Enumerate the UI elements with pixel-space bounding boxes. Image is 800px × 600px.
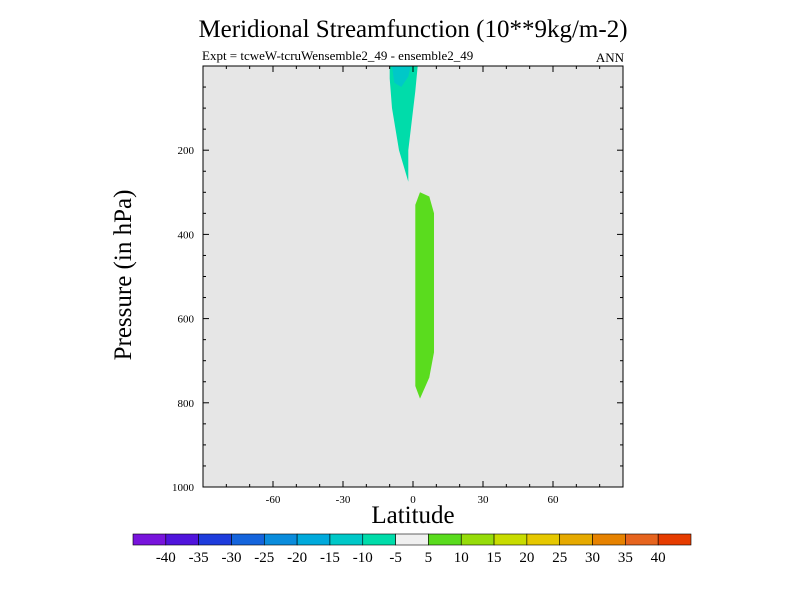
colorbar-label: -15 — [320, 550, 340, 566]
colorbar-swatch — [460, 533, 495, 546]
experiment-name: Expt = tcweW-tcruW — [202, 48, 313, 63]
plot-area — [203, 66, 623, 487]
contour-negative-cell-upper — [389, 66, 418, 182]
y-tick-label: 800 — [178, 398, 195, 410]
y-tick-labels: 200 400 600 800 1000 — [172, 145, 195, 494]
x-tick-labels: -60 -30 0 30 60 — [266, 494, 559, 506]
colorbar-swatch — [428, 533, 462, 546]
colorbar-label: -30 — [221, 550, 241, 566]
x-tick-label: 60 — [548, 494, 560, 506]
ensemble-label: ensemble2_49 - ensemble2_49 — [312, 48, 474, 63]
colorbar-swatch — [592, 533, 626, 546]
contour-negative-cell-upper-core — [392, 66, 411, 87]
colorbar-label: 20 — [519, 550, 534, 566]
colorbar-label: -5 — [389, 550, 402, 566]
colorbar-label: 5 — [425, 550, 433, 566]
season-label: ANN — [595, 50, 624, 65]
colorbar-swatch — [657, 533, 692, 546]
experiment-label: Expt = tcweW-tcruWensemble2_49 - ensembl… — [202, 48, 473, 64]
colorbar-swatch — [329, 533, 364, 546]
colorbar-swatch — [165, 533, 199, 546]
y-tick-label: 200 — [178, 145, 195, 157]
colorbar-label: -35 — [189, 550, 209, 566]
colorbar-labels: -40 -35 -30 -25 -20 -15 -10 -5 5 10 15 20 25 30 35 40 — [156, 550, 666, 566]
colorbar-swatch — [362, 533, 396, 546]
x-tick-label: -30 — [336, 494, 351, 506]
colorbar-swatch — [263, 533, 298, 546]
colorbar-swatch — [559, 533, 593, 546]
colorbar-label: -40 — [156, 550, 176, 566]
x-axis-label: Latitude — [371, 502, 455, 529]
colorbar-label: 15 — [487, 550, 502, 566]
contour-regions — [389, 66, 434, 399]
colorbar-label: 25 — [552, 550, 567, 566]
colorbar-swatch — [395, 533, 429, 546]
colorbar-label: 30 — [585, 550, 600, 566]
axis-ticks — [203, 66, 623, 487]
colorbar-swatch — [493, 533, 528, 546]
y-tick-label: 600 — [178, 314, 195, 326]
y-tick-label: 400 — [178, 229, 195, 241]
colorbar-label: 40 — [651, 550, 666, 566]
colorbar-label: -25 — [254, 550, 274, 566]
chart-title: Meridional Streamfunction (10**9kg/m-2) — [198, 16, 628, 43]
colorbar-label: -10 — [353, 550, 373, 566]
contour-positive-cell-mid — [415, 192, 434, 399]
colorbar — [132, 533, 692, 546]
x-tick-label: 0 — [410, 494, 416, 506]
y-tick-label: 1000 — [172, 482, 195, 494]
x-tick-label: -60 — [266, 494, 281, 506]
colorbar-swatch — [526, 533, 561, 546]
colorbar-label: 10 — [454, 550, 469, 566]
colorbar-swatch — [132, 533, 167, 546]
colorbar-label: -20 — [287, 550, 307, 566]
colorbar-swatch — [625, 533, 659, 546]
colorbar-label: 35 — [618, 550, 633, 566]
colorbar-swatch — [231, 533, 265, 546]
x-tick-label: 30 — [478, 494, 490, 506]
colorbar-swatch — [296, 533, 331, 546]
colorbar-swatch — [198, 533, 232, 546]
